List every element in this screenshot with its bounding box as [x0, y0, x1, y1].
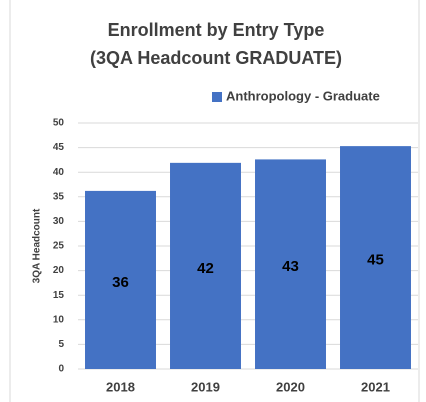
- data-label: 45: [367, 252, 384, 269]
- bar: [170, 162, 241, 369]
- y-tick-label: 35: [53, 191, 65, 202]
- y-tick-label: 10: [53, 314, 65, 325]
- y-tick-label: 25: [53, 241, 65, 252]
- legend-swatch: [212, 92, 222, 102]
- y-tick-label: 15: [53, 290, 65, 301]
- x-tick-label: 2019: [191, 379, 220, 394]
- chart-title: Enrollment by Entry Type: [108, 20, 325, 40]
- y-tick-label: 20: [53, 265, 65, 276]
- y-tick-label: 45: [53, 142, 65, 153]
- bar: [340, 146, 411, 369]
- bar: [255, 159, 326, 369]
- legend-label: Anthropology - Graduate: [226, 88, 380, 103]
- x-tick-label: 2018: [106, 379, 135, 394]
- y-axis-label: 3QA Headcount: [32, 208, 43, 283]
- y-tick-label: 5: [58, 339, 64, 350]
- data-label: 36: [112, 274, 129, 291]
- y-tick-label: 50: [53, 118, 65, 129]
- x-tick-label: 2020: [276, 379, 305, 394]
- bar: [85, 190, 156, 369]
- y-tick-label: 0: [58, 364, 64, 375]
- x-tick-label: 2021: [361, 379, 390, 394]
- y-tick-label: 40: [53, 167, 65, 178]
- y-tick-label: 30: [53, 216, 65, 227]
- data-label: 42: [197, 260, 214, 277]
- chart-title: (3QA Headcount GRADUATE): [90, 48, 342, 68]
- data-label: 43: [282, 258, 299, 275]
